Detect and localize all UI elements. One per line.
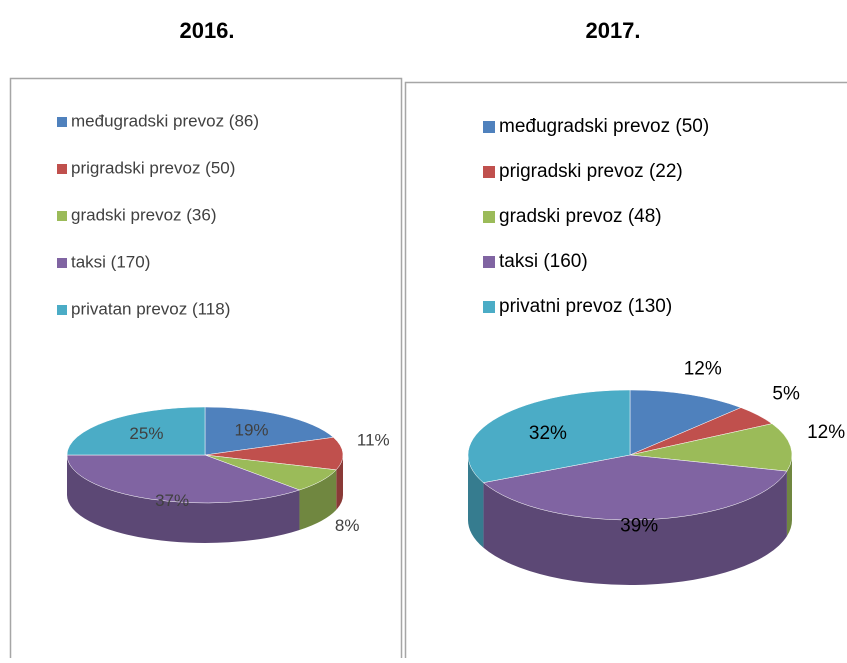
legend-swatch [483,166,495,178]
legend-label: prigradski prevoz (50) [71,158,235,177]
data-label: 32% [529,423,567,444]
legend-label: međugradski prevoz (50) [499,116,709,137]
data-label: 11% [357,431,390,450]
legend-swatch [57,258,67,268]
legend-swatch [483,301,495,313]
legend-swatch [483,211,495,223]
legend-label: privatni prevoz (130) [499,296,672,317]
legend-swatch [57,211,67,221]
data-label: 5% [772,383,800,404]
legend-swatch [57,305,67,315]
data-label: 19% [235,421,269,440]
chart-title: 2016. [179,18,234,43]
data-label: 39% [620,515,658,536]
legend-swatch [483,256,495,268]
chart-title: 2017. [585,18,640,43]
data-label: 37% [155,491,189,510]
legend-label: međugradski prevoz (86) [71,111,259,130]
data-label: 12% [684,358,722,379]
legend-swatch [483,121,495,133]
data-label: 12% [807,422,845,443]
legend-label: gradski prevoz (48) [499,206,662,227]
legend-label: taksi (170) [71,252,150,271]
legend-swatch [57,164,67,174]
legend-label: gradski prevoz (36) [71,205,217,224]
legend-swatch [57,117,67,127]
data-label: 8% [335,516,360,535]
legend-label: prigradski prevoz (22) [499,161,683,182]
legend-label: privatan prevoz (118) [71,299,230,318]
legend-label: taksi (160) [499,251,588,272]
data-label: 25% [129,424,163,443]
